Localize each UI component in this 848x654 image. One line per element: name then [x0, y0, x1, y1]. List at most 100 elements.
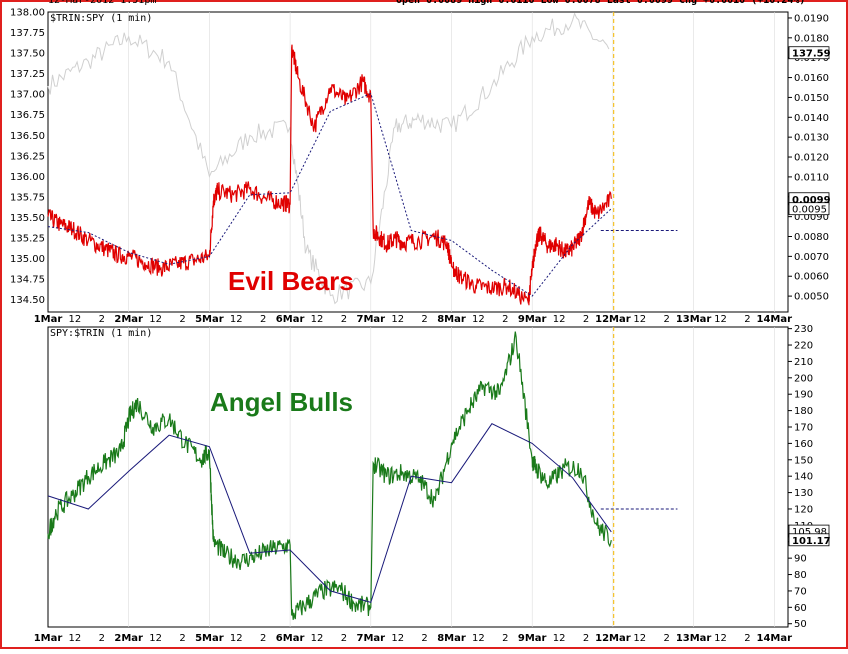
top-left-tick: 137.00	[10, 90, 45, 101]
top-panel-label: $TRIN:SPY (1 min)	[50, 13, 152, 24]
top-x-label: 2	[421, 314, 427, 325]
top-right-tick: 0.0160	[794, 73, 829, 84]
top-left-tick: 137.50	[10, 49, 45, 60]
top-left-tick: 136.50	[10, 131, 45, 142]
top-left-tick: 134.50	[10, 295, 45, 306]
top-x-label: 12	[714, 314, 727, 325]
last-ratio-label-bottom: 101.17	[792, 536, 831, 547]
bottom-x-label: 14Mar	[757, 633, 793, 644]
top-x-label: 14Mar	[757, 314, 793, 325]
top-x-label: 2	[260, 314, 266, 325]
top-right-tick: 0.0080	[794, 232, 829, 243]
top-x-label: 5Mar	[195, 314, 224, 325]
bottom-right-tick: 150	[794, 455, 813, 466]
top-moving-average	[47, 92, 612, 297]
top-right-tick: 0.0180	[794, 33, 829, 44]
bottom-right-tick: 120	[794, 504, 813, 515]
last-ratio-label: 0.0099	[792, 195, 831, 206]
top-right-tick: 0.0130	[794, 133, 829, 144]
bottom-panel-label: SPY:$TRIN (1 min)	[50, 328, 152, 339]
top-x-label: 2	[179, 314, 185, 325]
bottom-x-label: 2	[744, 633, 750, 644]
top-left-tick: 135.75	[10, 192, 45, 203]
top-left-tick: 134.75	[10, 275, 45, 286]
bottom-x-label: 12	[230, 633, 243, 644]
top-right-tick: 0.0150	[794, 93, 829, 104]
bottom-right-tick: 130	[794, 488, 813, 499]
top-x-label: 2	[341, 314, 347, 325]
top-x-label: 8Mar	[437, 314, 466, 325]
top-x-label: 2	[583, 314, 589, 325]
bottom-x-label: 12	[553, 633, 566, 644]
bottom-x-label: 2	[421, 633, 427, 644]
bottom-right-tick: 90	[794, 554, 807, 565]
bottom-right-tick: 140	[794, 472, 813, 483]
bottom-x-label: 2	[664, 633, 670, 644]
bottom-x-label: 12	[633, 633, 646, 644]
bottom-x-label: 9Mar	[518, 633, 547, 644]
last-spy-label-box	[788, 46, 830, 60]
header-stats: Open 0.0089 High 0.0110 Low 0.0078 Last …	[396, 0, 805, 6]
top-right-tick: 0.0050	[794, 292, 829, 303]
bottom-right-tick: 170	[794, 423, 813, 434]
top-x-label: 2	[664, 314, 670, 325]
bottom-x-label: 8Mar	[437, 633, 466, 644]
top-right-tick: 0.0110	[794, 172, 829, 183]
top-x-label: 2	[99, 314, 105, 325]
top-x-label: 6Mar	[276, 314, 305, 325]
spy-trin-line	[47, 331, 612, 620]
header-date: 12-Mar-2012 1:51pm	[48, 0, 156, 6]
bottom-x-label: 12Mar	[595, 633, 631, 644]
bottom-x-label: 12	[472, 633, 485, 644]
bottom-right-tick: 50	[794, 619, 807, 630]
bottom-right-tick: 220	[794, 341, 813, 352]
bottom-right-tick: 230	[794, 324, 813, 335]
bottom-x-label: 2Mar	[114, 633, 143, 644]
bottom-x-label: 12	[69, 633, 82, 644]
top-right-tick: 0.0060	[794, 272, 829, 283]
top-left-tick: 135.00	[10, 254, 45, 265]
bottom-x-label: 2	[260, 633, 266, 644]
top-left-tick: 136.25	[10, 151, 45, 162]
trin-spy-line	[47, 44, 612, 306]
top-x-label: 12	[391, 314, 404, 325]
top-right-tick: 0.0070	[794, 252, 829, 263]
bottom-x-label: 13Mar	[676, 633, 712, 644]
top-x-label: 12	[149, 314, 162, 325]
top-x-label: 12	[69, 314, 82, 325]
top-x-label: 2	[502, 314, 508, 325]
top-left-tick: 138.00	[10, 8, 45, 19]
top-x-label: 12	[311, 314, 324, 325]
angel-bulls-callout: Angel Bulls	[210, 387, 353, 417]
top-left-tick: 135.50	[10, 213, 45, 224]
top-right-tick: 0.0140	[794, 113, 829, 124]
top-left-tick: 135.25	[10, 234, 45, 245]
bottom-x-label: 2	[179, 633, 185, 644]
bottom-right-tick: 190	[794, 390, 813, 401]
bottom-x-label: 12	[714, 633, 727, 644]
top-x-label: 1Mar	[34, 314, 63, 325]
bottom-right-tick: 180	[794, 406, 813, 417]
last-spy-label: 137.59	[792, 49, 831, 60]
top-x-label: 12Mar	[595, 314, 631, 325]
bottom-right-tick: 70	[794, 586, 807, 597]
top-right-tick: 0.0090	[794, 212, 829, 223]
top-right-tick: 0.0120	[794, 153, 829, 164]
evil-bears-callout: Evil Bears	[228, 266, 354, 296]
last-ma-label-bottom: 105.98	[792, 527, 827, 538]
top-x-label: 12	[472, 314, 485, 325]
bottom-right-tick: 200	[794, 373, 813, 384]
last-ratio-label-bottom-box	[788, 533, 830, 547]
bottom-x-label: 12	[149, 633, 162, 644]
top-x-label: 13Mar	[676, 314, 712, 325]
bottom-x-label: 2	[341, 633, 347, 644]
top-x-label: 12	[633, 314, 646, 325]
bottom-x-label: 7Mar	[357, 633, 386, 644]
bottom-x-label: 2	[502, 633, 508, 644]
bottom-right-tick: 160	[794, 439, 813, 450]
top-left-tick: 136.75	[10, 110, 45, 121]
top-x-label: 12	[230, 314, 243, 325]
